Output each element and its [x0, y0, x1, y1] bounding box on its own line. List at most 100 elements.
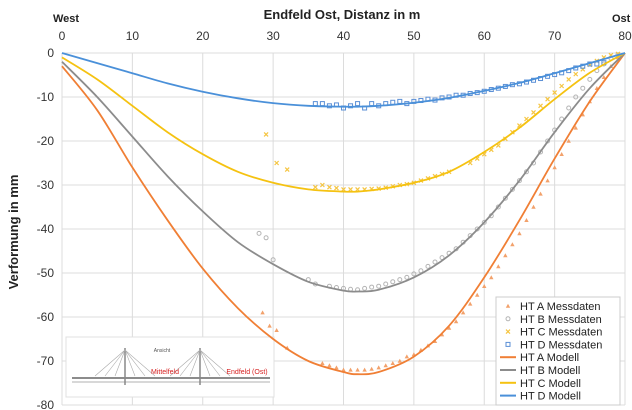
legend-item-ht-c-modell: HT C Modell [500, 378, 581, 390]
data-point [404, 354, 410, 359]
data-point [348, 186, 353, 192]
bridge-inset-sketch: Ansicht Mittelfeld Endfeld (Ost) [65, 336, 275, 398]
data-point [566, 105, 572, 111]
legend-label: HT B Messdaten [520, 314, 602, 326]
data-point [552, 165, 557, 170]
inset-label-mid: Mittelfeld [151, 369, 179, 376]
data-point [404, 274, 410, 280]
x-tick-label: 60 [478, 29, 492, 43]
data-point [319, 182, 325, 188]
x-tick-label: 70 [548, 29, 562, 43]
data-point [267, 323, 272, 328]
legend-label: HT D Modell [520, 391, 581, 403]
x-tick-label: 0 [59, 29, 66, 43]
data-series [61, 51, 626, 376]
data-point [320, 361, 325, 365]
legend-item-ht-b-messdaten: HT B Messdaten [505, 314, 602, 326]
data-point [516, 178, 522, 184]
y-axis-title: Verformung in mm [6, 175, 21, 290]
y-tick-label: -30 [37, 178, 55, 192]
data-point [545, 96, 551, 102]
inset-label-top: Ansicht [154, 348, 171, 354]
legend-label: HT A Modell [520, 352, 579, 364]
x-tick-label: 50 [407, 29, 421, 43]
data-point [425, 263, 431, 269]
grid [61, 52, 626, 406]
y-tick-label: -80 [37, 398, 55, 410]
series-line-ht-d-modell [61, 52, 626, 108]
x-axis-title: Endfeld Ost, Distanz in m [264, 7, 421, 22]
legend-box [495, 296, 621, 406]
data-point [467, 301, 473, 306]
x-tick-label: 30 [266, 29, 280, 43]
data-point [538, 149, 544, 155]
legend-label: HT A Messdaten [520, 301, 601, 313]
data-point [383, 363, 388, 368]
data-point [432, 259, 438, 265]
x-tick-label: 20 [196, 29, 210, 43]
data-point [319, 101, 325, 107]
data-point [376, 283, 382, 289]
data-point [397, 98, 403, 104]
data-point [475, 292, 480, 297]
data-point [369, 284, 375, 290]
data-point [496, 264, 501, 269]
data-point [552, 90, 558, 96]
data-point [566, 138, 571, 143]
data-point [397, 358, 402, 363]
series-line-ht-c-modell [61, 52, 626, 193]
data-point [284, 167, 290, 173]
data-point [274, 160, 280, 166]
legend-label: HT D Messdaten [520, 339, 602, 351]
data-point [362, 367, 367, 372]
data-point [502, 195, 508, 201]
data-point [489, 275, 494, 280]
data-point [362, 285, 368, 291]
inset-label-end: Endfeld (Ost) [226, 369, 267, 376]
data-point [383, 281, 389, 287]
data-point [482, 284, 487, 288]
data-point [263, 131, 269, 137]
data-point [545, 178, 550, 183]
data-point [446, 325, 452, 330]
legend-label: HT C Messdaten [520, 327, 602, 339]
data-point [531, 204, 536, 209]
y-tick-label: -20 [37, 134, 55, 148]
data-point [369, 366, 374, 371]
data-point [460, 310, 466, 315]
data-point [256, 230, 262, 236]
data-point [312, 101, 318, 107]
data-point [587, 76, 593, 82]
series-line-ht-b-modell [61, 52, 626, 293]
data-point [601, 75, 607, 79]
data-point [341, 367, 346, 372]
x-tick-label: 10 [126, 29, 140, 43]
data-point [559, 83, 565, 89]
legend-marker [505, 316, 511, 322]
tick-labels: 0 -10 -20 -30 -40 -50 -60 -70 -80 0 10 20 30 40 50 60 70… [37, 29, 632, 410]
legend-item-ht-d-modell: HT D Modell [500, 391, 581, 403]
data-point [517, 231, 522, 236]
inset-frame [65, 336, 275, 398]
data-point [260, 310, 265, 315]
legend-item-ht-a-modell: HT A Modell [500, 352, 579, 364]
legend-item-ht-a-messdaten: HT A Messdaten [505, 301, 601, 313]
edge-label-west: West [53, 13, 79, 25]
legend-item-ht-c-messdaten: HT C Messdaten [505, 327, 602, 339]
legend-marker [505, 341, 511, 347]
data-point [559, 152, 564, 156]
edge-label-east: Ost [612, 13, 631, 25]
data-point [355, 101, 361, 107]
data-point [573, 94, 579, 100]
y-tick-label: -10 [37, 90, 55, 104]
data-point [538, 191, 543, 196]
data-point [327, 184, 332, 190]
data-point [503, 253, 508, 258]
data-point [348, 367, 353, 372]
series-line-ht-a-modell [61, 52, 626, 376]
data-point [334, 365, 339, 370]
data-point [510, 242, 515, 247]
y-tick-label: -50 [37, 266, 55, 280]
